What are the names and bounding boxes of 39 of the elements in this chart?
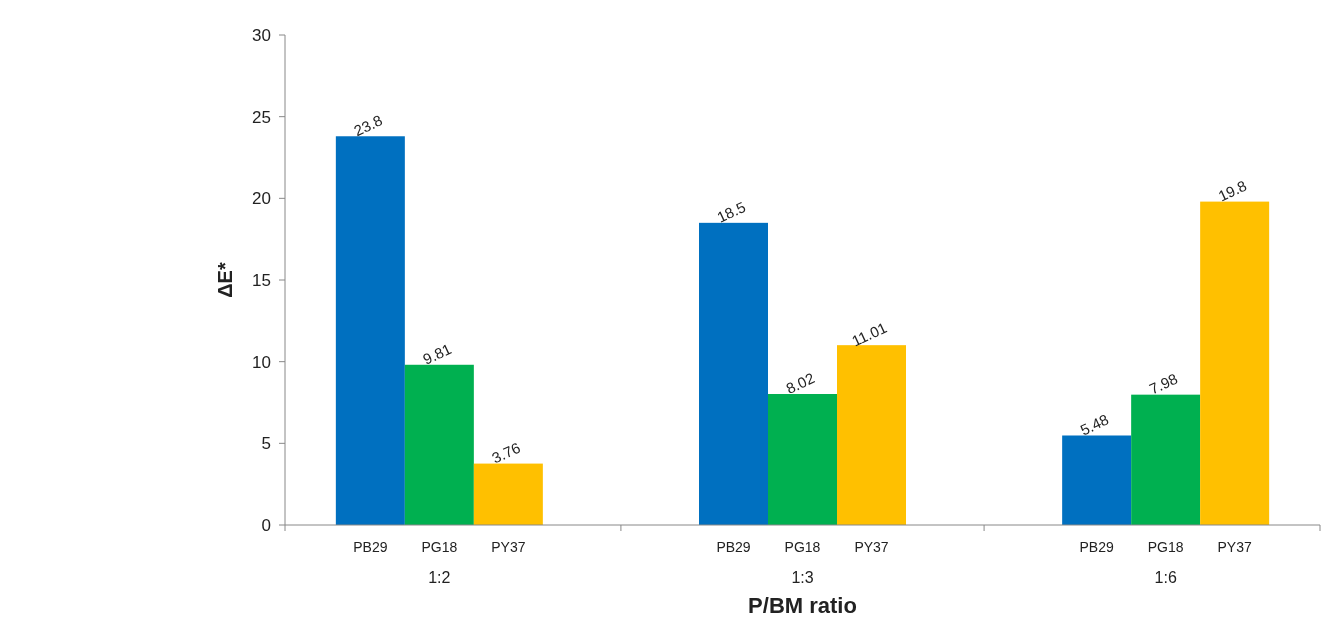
bar: [473, 463, 543, 525]
x-tick-label: 1:3: [791, 569, 814, 586]
x-tick-label: 1:6: [1154, 569, 1177, 586]
y-tick-label: 20: [252, 189, 271, 209]
text: PY37: [1217, 539, 1252, 555]
data-label: 11.01: [849, 318, 890, 350]
bar: [1062, 435, 1132, 525]
y-tick-label: 10: [252, 352, 271, 372]
data-label: 3.76: [489, 438, 523, 467]
data-label: 8.02: [783, 369, 817, 397]
series-label: PY37: [491, 539, 526, 555]
y-tick-label: 5: [261, 434, 271, 454]
bar: [837, 345, 906, 525]
bar: [335, 136, 405, 525]
y-tick-label: 30: [252, 25, 271, 45]
series-label: PG18: [421, 539, 458, 555]
bar: [1200, 201, 1270, 525]
data-label: 9.81: [420, 339, 454, 368]
y-tick-label: 15: [252, 270, 271, 290]
x-axis-title: P/BM ratio: [748, 593, 857, 618]
text: PG18: [784, 539, 821, 555]
series-label: PB29: [353, 539, 388, 555]
x-tick-label: 1:2: [428, 569, 451, 586]
data-label: 7.98: [1146, 369, 1181, 398]
data-label: 23.8: [351, 111, 385, 140]
bar: [699, 222, 768, 525]
bar: [1131, 394, 1201, 525]
data-label: 5.48: [1077, 410, 1112, 439]
y-tick-label: 25: [252, 107, 271, 127]
text: PG18: [1147, 539, 1184, 555]
y-tick-label: 0: [261, 515, 271, 535]
bar: [768, 394, 837, 525]
text: PB29: [1079, 539, 1114, 555]
bar: [404, 364, 474, 525]
text: PB29: [716, 539, 751, 555]
data-label: 19.8: [1215, 176, 1250, 205]
text: PY37: [854, 539, 889, 555]
y-axis-title: ΔE*: [214, 262, 236, 298]
data-label: 18.5: [714, 197, 748, 226]
